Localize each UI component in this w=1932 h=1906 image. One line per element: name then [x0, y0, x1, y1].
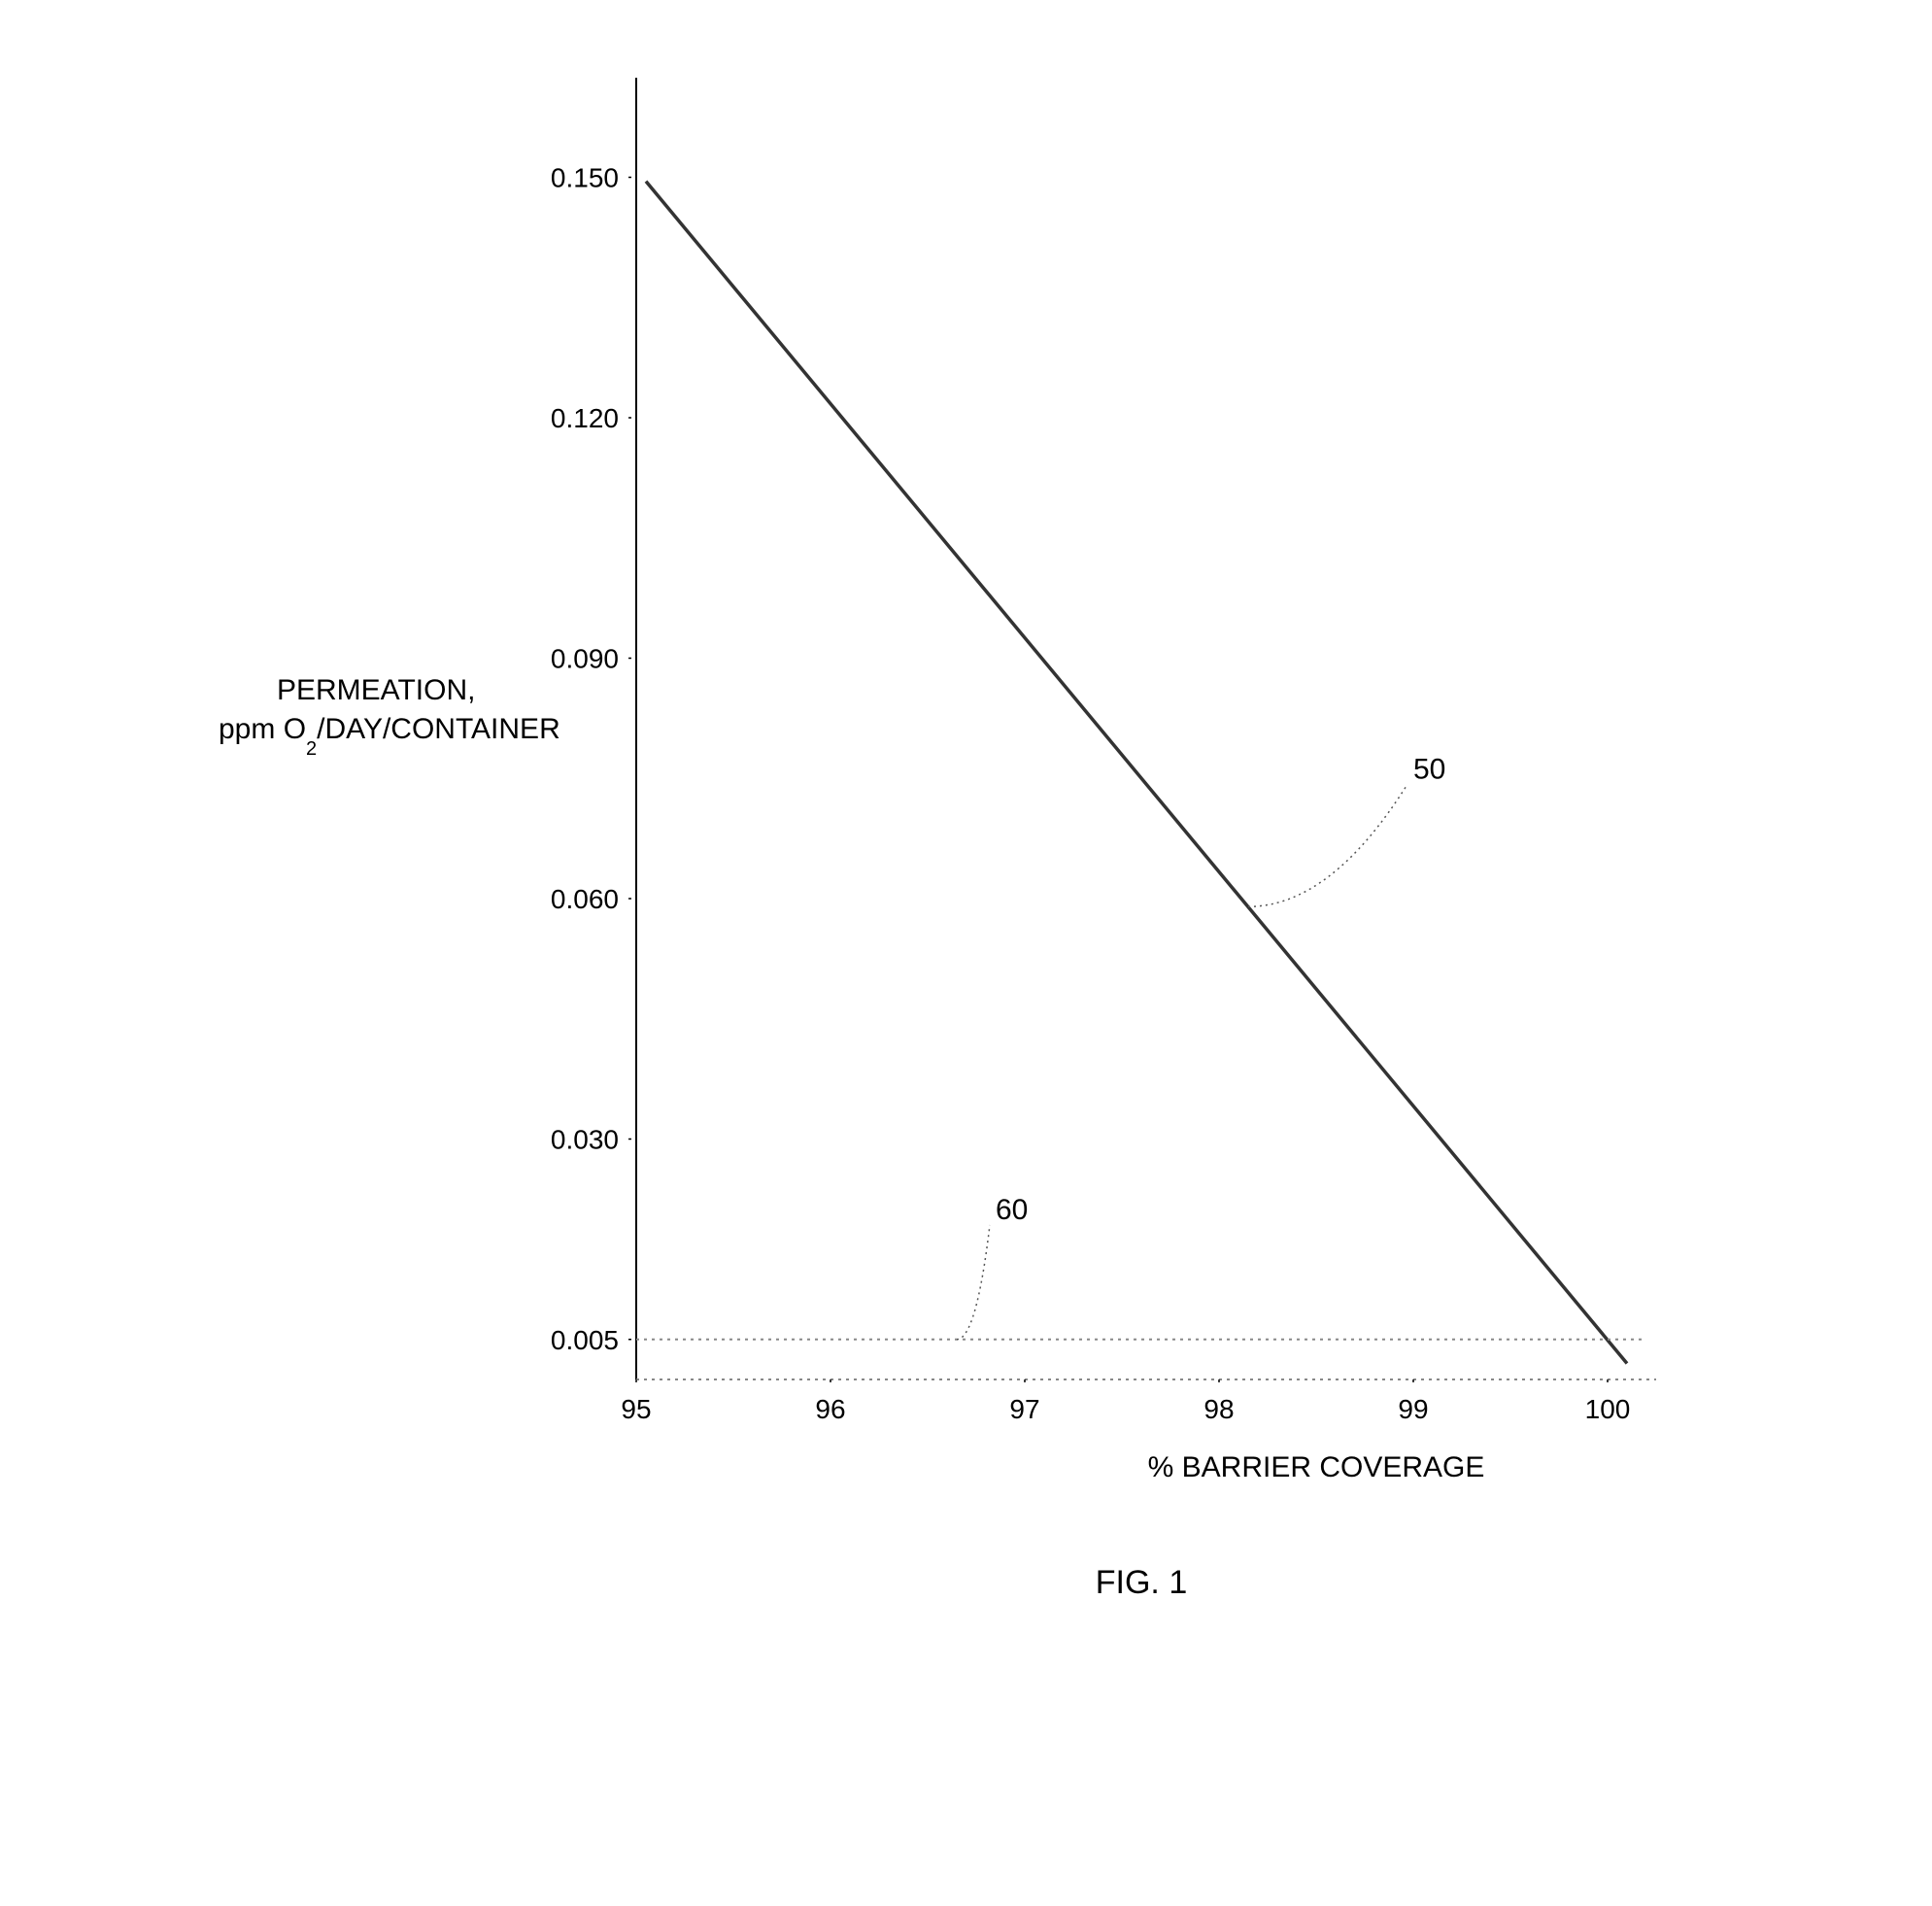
callout-leader-line60	[957, 1225, 990, 1340]
y-tick-label: 0.090	[550, 644, 618, 674]
callout-leader-line50	[1248, 784, 1407, 906]
callout-label-line60: 60	[996, 1194, 1028, 1226]
figure-container: 0.005 0.030 0.060 0.090 0.120 0.150 95 96 97 98 99…	[189, 39, 1744, 1613]
x-tick-label: 97	[1009, 1394, 1039, 1424]
y-tick-label: 0.030	[550, 1125, 618, 1155]
x-tick-label: 98	[1203, 1394, 1234, 1424]
y-tick-label: 0.120	[550, 403, 618, 433]
x-axis-label: % BARRIER COVERAGE	[1147, 1451, 1484, 1483]
series-line50	[646, 182, 1627, 1364]
y-tick-label: 0.060	[550, 884, 618, 914]
x-tick-label: 95	[621, 1394, 651, 1424]
y-axis-label-line1: PERMEATION,	[277, 674, 475, 706]
x-tick-label: 100	[1584, 1394, 1630, 1424]
y-tick-label: 0.005	[550, 1325, 618, 1355]
x-tick-label: 96	[815, 1394, 845, 1424]
figure-caption: FIG. 1	[1095, 1564, 1186, 1601]
callout-label-line50: 50	[1413, 753, 1445, 785]
x-tick-label: 99	[1398, 1394, 1428, 1424]
permeation-chart: 0.005 0.030 0.060 0.090 0.120 0.150 95 96 97 98 99…	[189, 39, 1744, 1613]
y-tick-label: 0.150	[550, 163, 618, 193]
y-axis-label-line2: ppm O2/DAY/CONTAINER	[219, 713, 560, 760]
